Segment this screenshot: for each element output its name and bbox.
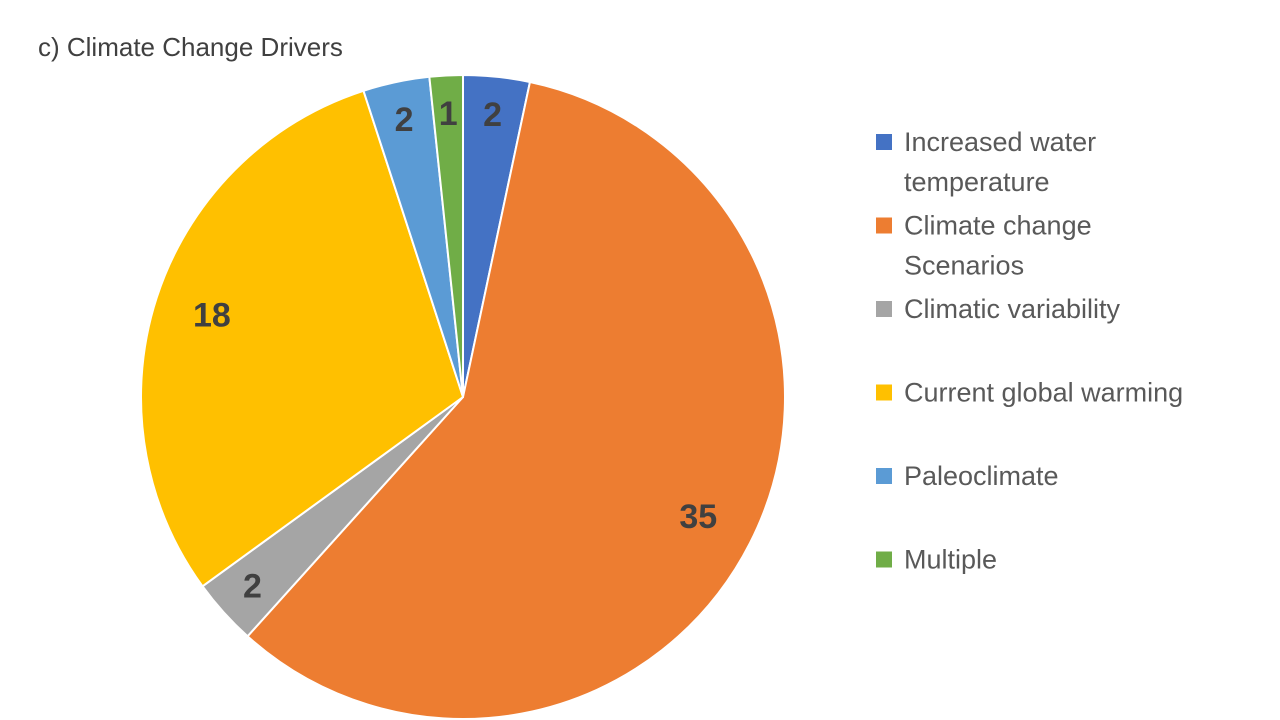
pie-slices [140,74,786,720]
legend-swatch-current-global-warming [876,384,892,401]
legend-item-current-global-warming: Current global warming [876,378,1183,408]
data-label-climate-change-scenarios: 35 [679,498,717,536]
legend-swatch-multiple [876,551,892,568]
legend-swatch-climatic-variability [876,301,892,317]
data-label-multiple: 1 [439,95,458,133]
legend-label-climate-change-scenarios: Scenarios [904,251,1024,281]
legend-swatch-increased-water-temperature [876,134,892,150]
pie-slice-current-global-warming [140,89,464,588]
legend: Increased water temperature Climate change… [876,127,1183,575]
chart-title: c) Climate Change Drivers [38,32,343,62]
legend-label-climate-change-scenarios: Climate change [904,211,1092,241]
legend-item-climate-change-scenarios: Climate change Scenarios [876,211,1092,281]
legend-label-paleoclimate: Paleoclimate [904,461,1059,491]
data-label-climatic-variability: 2 [243,568,262,606]
legend-item-climatic-variability: Climatic variability [876,294,1121,324]
legend-label-increased-water-temperature: Increased water [904,127,1096,157]
data-label-current-global-warming: 18 [193,296,231,334]
data-label-increased-water-temperature: 2 [483,96,502,134]
data-label-paleoclimate: 2 [395,101,414,139]
legend-swatch-climate-change-scenarios [876,217,892,234]
legend-label-multiple: Multiple [904,545,997,575]
legend-label-increased-water-temperature: temperature [904,167,1050,197]
legend-item-multiple: Multiple [876,545,997,575]
pie-slice-climate-change-scenarios [246,81,786,720]
legend-item-increased-water-temperature: Increased water temperature [876,127,1096,197]
legend-swatch-paleoclimate [876,468,892,484]
pie-slice-multiple [428,74,464,398]
legend-item-paleoclimate: Paleoclimate [876,461,1059,491]
legend-label-current-global-warming: Current global warming [904,378,1183,408]
legend-label-climatic-variability: Climatic variability [904,294,1121,324]
